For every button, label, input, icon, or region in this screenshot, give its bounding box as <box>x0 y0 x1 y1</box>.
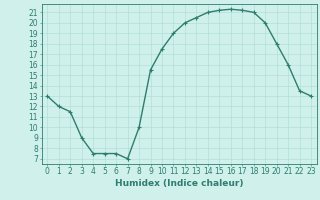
X-axis label: Humidex (Indice chaleur): Humidex (Indice chaleur) <box>115 179 244 188</box>
